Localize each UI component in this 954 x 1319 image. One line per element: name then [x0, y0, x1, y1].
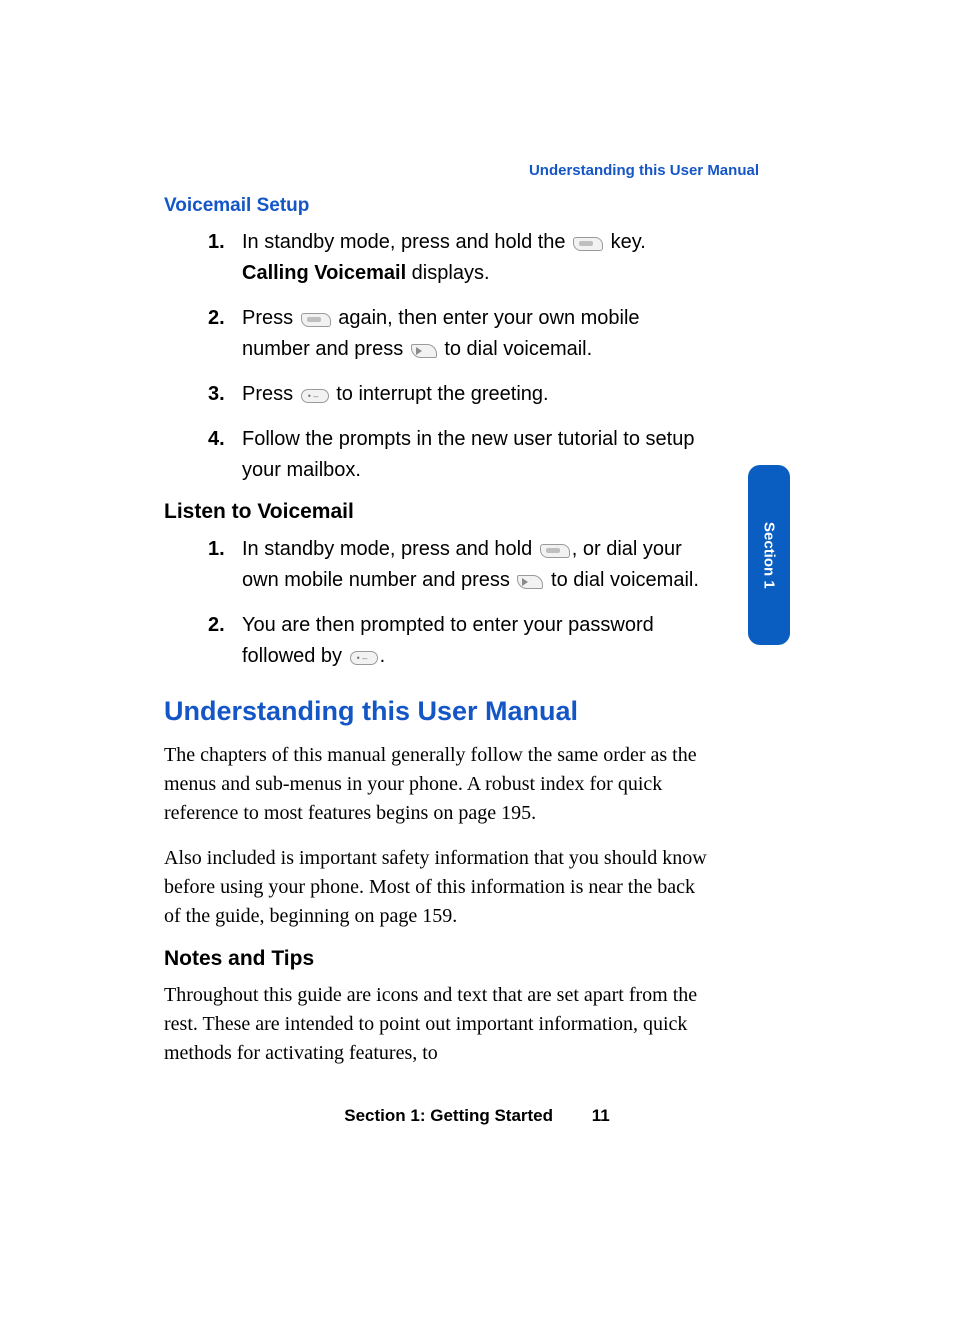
heading-notes-tips: Notes and Tips	[164, 947, 708, 971]
list-item: 4. Follow the prompts in the new user tu…	[208, 424, 708, 486]
voicemail-setup-steps: 1. In standby mode, press and hold the k…	[208, 227, 708, 486]
heading-understanding-manual: Understanding this User Manual	[164, 696, 708, 727]
manual-page: Understanding this User Manual Voicemail…	[0, 0, 954, 1319]
step-number: 1.	[208, 534, 225, 565]
list-item: 1. In standby mode, press and hold the k…	[208, 227, 708, 289]
key-1-icon	[540, 544, 570, 558]
step-text: .	[380, 645, 386, 667]
step-text: key.	[605, 231, 646, 253]
pound-key-icon	[301, 389, 329, 403]
list-item: 2. Press again, then enter your own mobi…	[208, 303, 708, 365]
step-number: 3.	[208, 379, 225, 410]
step-text: In standby mode, press and hold the	[242, 231, 571, 253]
list-item: 3. Press to interrupt the greeting.	[208, 379, 708, 410]
list-item: 2. You are then prompted to enter your p…	[208, 610, 708, 672]
key-1-icon	[301, 313, 331, 327]
step-number: 2.	[208, 610, 225, 641]
step-text: to dial voicemail.	[439, 338, 592, 360]
paragraph: The chapters of this manual generally fo…	[164, 741, 708, 828]
step-text: You are then prompted to enter your pass…	[242, 614, 654, 667]
step-bold: Calling Voicemail	[242, 262, 406, 284]
page-content: Voicemail Setup 1. In standby mode, pres…	[164, 195, 708, 1084]
heading-listen-voicemail: Listen to Voicemail	[164, 500, 708, 524]
step-text: Follow the prompts in the new user tutor…	[242, 428, 694, 481]
running-header: Understanding this User Manual	[529, 162, 759, 179]
listen-voicemail-steps: 1. In standby mode, press and hold , or …	[208, 534, 708, 672]
page-number: 11	[592, 1106, 610, 1126]
step-text: Press	[242, 307, 299, 329]
step-number: 4.	[208, 424, 225, 455]
send-key-icon	[411, 344, 437, 358]
step-text: to interrupt the greeting.	[331, 383, 549, 405]
paragraph: Throughout this guide are icons and text…	[164, 981, 708, 1068]
pound-key-icon	[350, 651, 378, 665]
step-number: 2.	[208, 303, 225, 334]
heading-voicemail-setup: Voicemail Setup	[164, 195, 708, 217]
step-text: In standby mode, press and hold	[242, 538, 538, 560]
step-number: 1.	[208, 227, 225, 258]
send-key-icon	[517, 575, 543, 589]
page-footer: Section 1: Getting Started 11	[0, 1106, 954, 1126]
step-text: to dial voicemail.	[545, 569, 698, 591]
footer-section-label: Section 1: Getting Started	[344, 1106, 553, 1125]
key-1-icon	[573, 237, 603, 251]
step-text: displays.	[406, 262, 489, 284]
paragraph: Also included is important safety inform…	[164, 844, 708, 931]
section-tab: Section 1	[748, 465, 790, 645]
step-text: Press	[242, 383, 299, 405]
section-tab-label: Section 1	[761, 522, 778, 589]
list-item: 1. In standby mode, press and hold , or …	[208, 534, 708, 596]
